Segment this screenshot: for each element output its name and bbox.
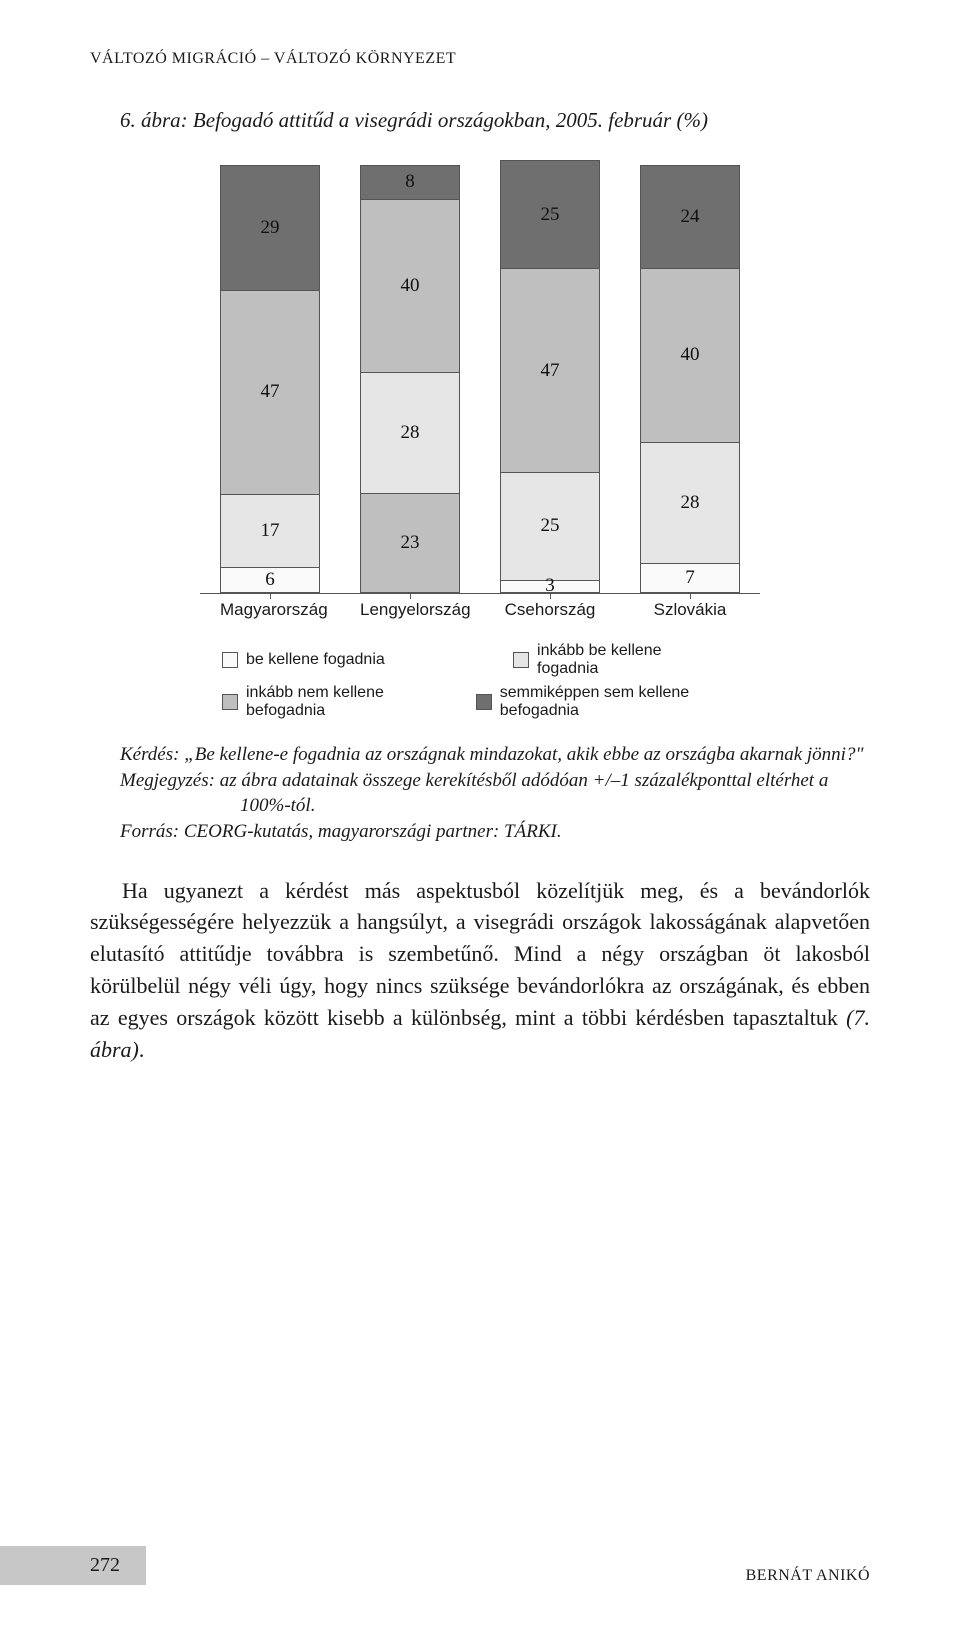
figure-notes: Kérdés: „Be kellene-e fogadnia az ország…: [120, 742, 870, 845]
xaxis-label: Szlovákia: [640, 600, 740, 620]
legend-swatch: [222, 694, 238, 710]
author-name: BERNÁT ANIKÓ: [746, 1567, 870, 1585]
legend-label: semmiképpen sem kellene befogadnia: [500, 684, 720, 720]
bar-segment: 29: [220, 165, 320, 291]
bar-segment: 25: [500, 472, 600, 581]
bar-segment: 47: [220, 290, 320, 495]
xaxis-label: Magyarország: [220, 600, 320, 620]
bar-segment: 47: [500, 268, 600, 473]
legend-item: semmiképpen sem kellene befogadnia: [476, 684, 720, 720]
chart-legend: be kellene fogadnia inkább be kellene fog…: [222, 642, 760, 720]
xaxis-label: Csehország: [500, 600, 600, 620]
legend-item: inkább nem kellene befogadnia: [222, 684, 436, 720]
legend-swatch: [222, 652, 238, 668]
running-header: VÁLTOZÓ MIGRÁCIÓ – VÁLTOZÓ KÖRNYEZET: [90, 50, 870, 68]
bar-segment: 28: [640, 442, 740, 564]
body-paragraph: Ha ugyanezt a kérdést más aspektusból kö…: [90, 875, 870, 1066]
bar-column: 2547253: [500, 153, 600, 593]
page-number: 272: [0, 1546, 146, 1585]
legend-item: inkább be kellene fogadnia: [513, 642, 720, 678]
bar-column: 8402823: [360, 153, 460, 593]
stacked-bar-chart: 2947176840282325472532440287 Magyarorszá…: [200, 153, 760, 720]
bar-segment: 6: [220, 567, 320, 593]
legend-label: be kellene fogadnia: [246, 651, 385, 669]
bar-segment: 7: [640, 563, 740, 593]
xaxis-label: Lengyelország: [360, 600, 460, 620]
figure-title: 6. ábra: Befogadó attitűd a visegrádi or…: [120, 108, 870, 133]
bar-column: 2440287: [640, 153, 740, 593]
bar-segment: 24: [640, 165, 740, 270]
bar-column: 2947176: [220, 153, 320, 593]
bar-segment: 40: [640, 268, 740, 442]
bar-segment: 40: [360, 199, 460, 373]
legend-swatch: [476, 694, 492, 710]
bar-segment: 8: [360, 165, 460, 200]
legend-swatch: [513, 652, 529, 668]
bar-segment: 28: [360, 372, 460, 494]
bar-segment: 23: [360, 493, 460, 593]
bar-segment: 3: [500, 580, 600, 593]
legend-item: be kellene fogadnia: [222, 642, 473, 678]
bar-segment: 25: [500, 160, 600, 269]
bar-segment: 17: [220, 494, 320, 568]
legend-label: inkább be kellene fogadnia: [537, 642, 720, 678]
legend-label: inkább nem kellene befogadnia: [246, 684, 436, 720]
